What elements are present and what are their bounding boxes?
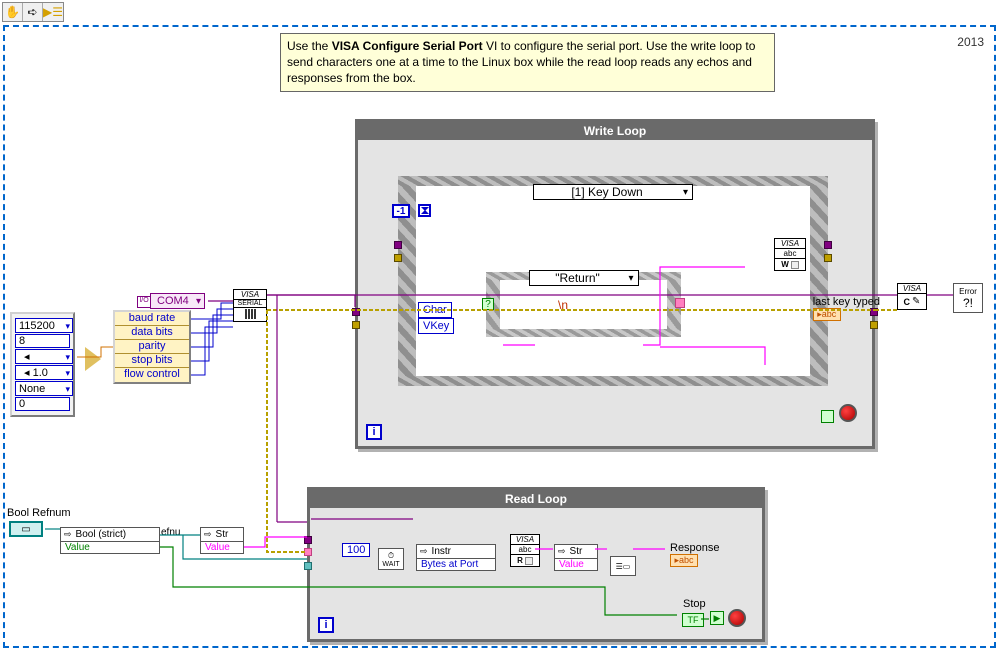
case-out-tunnel: [675, 298, 685, 308]
rloop-tun-p-l: [304, 536, 312, 544]
stop-bits-control[interactable]: ◂ 1.0: [15, 365, 73, 380]
visa-configure-serial-node[interactable]: VISA SERIAL: [233, 289, 267, 322]
help-bold: VISA Configure Serial Port: [332, 39, 483, 53]
event-vkey-terminal: VKey: [418, 318, 454, 334]
unbundle-databits: data bits: [115, 326, 189, 340]
stop-tf: TF: [682, 613, 704, 627]
event-tunnel-purple-r: [824, 241, 832, 249]
newline-constant: \n: [558, 298, 568, 312]
help-prefix: Use the: [287, 39, 332, 53]
parity-control[interactable]: ◂ None: [15, 349, 73, 364]
case-q-terminal: ?: [482, 298, 494, 310]
refnum-short: efnu: [161, 527, 180, 538]
data-bits-control[interactable]: 8: [15, 334, 70, 348]
write-loop-title: Write Loop: [358, 122, 872, 140]
help-comment: Use the VISA Configure Serial Port VI to…: [280, 33, 775, 92]
unbundle-stopbits: stop bits: [115, 354, 189, 368]
unbundle-serial: baud rate data bits parity stop bits flo…: [113, 310, 191, 384]
bool-strict-propnode[interactable]: ⇨Bool (strict) Value: [60, 527, 160, 554]
hourglass-icon: [418, 204, 431, 217]
toolbar: ✋ ➪ ▶☰: [2, 2, 64, 22]
extra-control[interactable]: 0: [15, 397, 70, 411]
read-str-propnode[interactable]: ⇨Str Value: [554, 544, 598, 571]
year-label: 2013: [957, 35, 984, 49]
write-loop: Write Loop -1 [1] Key Down Char VKey "Re…: [355, 119, 875, 449]
pan-tool-icon[interactable]: ✋: [3, 3, 23, 21]
bool-refnum-control[interactable]: ▭: [9, 521, 43, 537]
event-timeout: -1: [392, 204, 410, 218]
baud-rate-control[interactable]: 115200: [15, 318, 73, 333]
read-loop-cond-box: ▶: [710, 611, 724, 625]
serial-settings-cluster: 115200 8 ◂ None ◂ 1.0 None 0: [10, 312, 75, 417]
event-tunnel-yellow-r: [824, 254, 832, 262]
case-selector[interactable]: "Return": [529, 270, 639, 286]
rloop-tun-pink-l: [304, 548, 312, 556]
read-loop-title: Read Loop: [310, 490, 762, 508]
visa-read-node[interactable]: VISA abc R: [510, 534, 540, 567]
flow-control-control[interactable]: None: [15, 381, 73, 396]
wait-node[interactable]: ⏱WAIT: [378, 548, 404, 570]
wloop-tun-p-l: [352, 308, 360, 316]
visa-resource-control[interactable]: COM4: [150, 293, 205, 309]
wait-ms-constant: 100: [342, 543, 370, 557]
wloop-tun-y-l: [352, 321, 360, 329]
case-structure: "Return" \n ?: [486, 272, 681, 337]
visa-write-node[interactable]: VISA abc W: [774, 238, 806, 271]
write-loop-cond-terminal: [821, 410, 834, 423]
wloop-tun-p-r: [870, 308, 878, 316]
cluster-arrow-icon: [85, 347, 101, 371]
error-out-indicator: Error ?!: [953, 283, 983, 313]
read-loop-i-terminal: i: [318, 617, 334, 633]
unbundle-parity: parity: [115, 340, 189, 354]
event-tunnel-yellow-l: [394, 254, 402, 262]
diagram-canvas: 2013 Use the VISA Configure Serial Port …: [3, 25, 996, 648]
last-key-box: ▸abc: [813, 308, 841, 321]
event-structure: -1 [1] Key Down Char VKey "Return" \n ?: [398, 176, 828, 386]
response-indicator: Response ▸abc: [670, 542, 720, 567]
bool-refnum-label: Bool Refnum: [7, 507, 71, 519]
rloop-tun-teal-l: [304, 562, 312, 570]
event-char-terminal: Char: [418, 302, 452, 318]
unbundle-flow: flow control: [115, 368, 189, 382]
arrow-tool-icon[interactable]: ➪: [23, 3, 43, 21]
read-loop: Read Loop 100 ⏱WAIT ⇨Instr Bytes at Port…: [307, 487, 765, 642]
unbundle-baud: baud rate: [115, 312, 189, 326]
read-loop-stop-button[interactable]: [728, 609, 746, 627]
highlight-tool-icon[interactable]: ▶☰: [43, 3, 63, 21]
concat-node[interactable]: ☰▭: [610, 556, 636, 576]
visa-close-node[interactable]: VISA C ✎: [897, 283, 927, 310]
event-tunnel-purple-l: [394, 241, 402, 249]
wloop-tun-y-r: [870, 321, 878, 329]
write-loop-stop-button[interactable]: [839, 404, 857, 422]
write-loop-i-terminal: i: [366, 424, 382, 440]
instr-propnode[interactable]: ⇨Instr Bytes at Port: [416, 544, 496, 571]
stop-label: Stop: [683, 598, 706, 610]
str-propnode[interactable]: ⇨Str Value: [200, 527, 244, 554]
event-case-selector[interactable]: [1] Key Down: [533, 184, 693, 200]
